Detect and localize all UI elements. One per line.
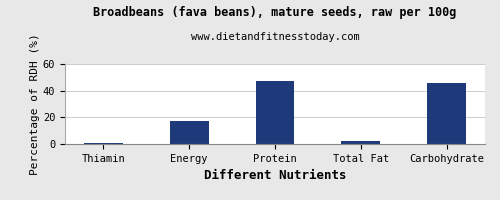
Text: www.dietandfitnesstoday.com: www.dietandfitnesstoday.com <box>190 32 360 42</box>
Bar <box>84 143 122 144</box>
X-axis label: Different Nutrients: Different Nutrients <box>204 169 346 182</box>
Bar <box>342 141 380 144</box>
Y-axis label: Percentage of RDH (%): Percentage of RDH (%) <box>30 33 40 175</box>
Bar <box>170 121 208 144</box>
Bar <box>256 81 294 144</box>
Text: Broadbeans (fava beans), mature seeds, raw per 100g: Broadbeans (fava beans), mature seeds, r… <box>94 6 456 19</box>
Bar <box>428 83 466 144</box>
